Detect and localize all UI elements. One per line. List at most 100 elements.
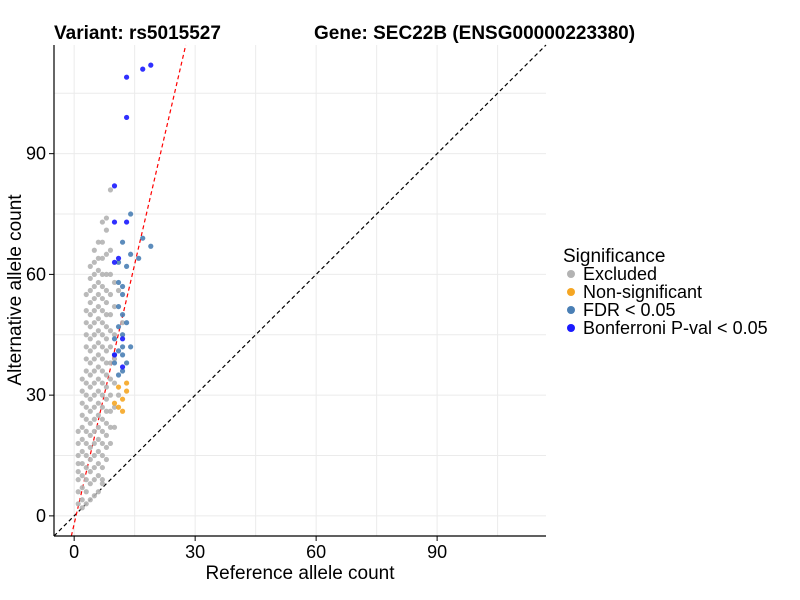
point-excluded (91, 368, 97, 374)
point-excluded (103, 444, 110, 451)
point-excluded (95, 364, 101, 370)
point-fdr-0-05 (136, 255, 142, 261)
x-tick-label: 90 (427, 542, 447, 562)
point-excluded (95, 412, 101, 418)
point-excluded (99, 308, 105, 314)
point-excluded (107, 360, 114, 366)
point-bonferroni-p-val-0-05 (123, 114, 130, 121)
y-axis-label: Alternative allele count (5, 194, 26, 386)
point-excluded (103, 408, 110, 414)
point-excluded (111, 404, 118, 410)
point-excluded (83, 416, 89, 422)
chart-title-variant: Variant: rs5015527 (54, 23, 221, 44)
point-fdr-0-05 (115, 372, 122, 378)
point-excluded (91, 464, 97, 471)
point-excluded (87, 299, 93, 306)
point-excluded (87, 263, 93, 269)
point-excluded (83, 368, 89, 374)
point-excluded (103, 251, 110, 257)
point-excluded (111, 424, 118, 430)
point-excluded (79, 485, 85, 491)
point-excluded (107, 408, 114, 414)
legend-key (567, 288, 575, 296)
point-excluded (111, 380, 118, 386)
point-fdr-0-05 (111, 336, 118, 342)
point-excluded (95, 376, 101, 382)
point-excluded (99, 440, 105, 447)
point-fdr-0-05 (128, 211, 134, 217)
legend-key (567, 306, 575, 314)
point-excluded (87, 384, 93, 390)
point-excluded (91, 428, 97, 434)
point-excluded (79, 376, 85, 382)
point-excluded (79, 436, 85, 443)
point-fdr-0-05 (148, 243, 154, 249)
point-excluded (91, 380, 97, 386)
point-excluded (79, 400, 85, 406)
point-excluded (83, 308, 89, 314)
point-excluded (107, 247, 114, 253)
point-excluded (103, 456, 110, 463)
point-excluded (103, 271, 110, 278)
point-fdr-0-05 (119, 283, 126, 290)
point-bonferroni-p-val-0-05 (119, 336, 126, 342)
point-fdr-0-05 (115, 348, 122, 354)
point-excluded (91, 320, 97, 326)
point-excluded (99, 332, 105, 338)
point-excluded (83, 489, 89, 495)
point-excluded (107, 187, 114, 193)
point-non-significant (119, 408, 126, 414)
axes: 0 30 60 90 0 30 60 90 (26, 45, 546, 562)
point-fdr-0-05 (119, 344, 126, 350)
y-tick-label: 60 (26, 264, 46, 284)
point-excluded (75, 489, 81, 495)
point-excluded (83, 392, 89, 398)
point-fdr-0-05 (123, 263, 130, 269)
point-excluded (83, 356, 89, 362)
point-fdr-0-05 (128, 344, 134, 350)
point-non-significant (115, 384, 122, 390)
point-excluded (95, 473, 101, 479)
point-excluded (111, 332, 118, 338)
point-excluded (99, 481, 105, 487)
point-excluded (91, 452, 97, 459)
point-excluded (107, 440, 114, 447)
point-excluded (87, 336, 93, 342)
point-non-significant (119, 396, 126, 402)
point-excluded (99, 416, 105, 422)
point-bonferroni-p-val-0-05 (148, 62, 154, 68)
point-fdr-0-05 (140, 235, 146, 241)
point-excluded (79, 412, 85, 418)
point-excluded (95, 291, 101, 298)
legend-label: Non-significant (583, 282, 702, 302)
point-excluded (91, 416, 97, 422)
point-non-significant (111, 400, 118, 406)
point-excluded (75, 440, 81, 447)
chart-title-gene: Gene: SEC22B (ENSG00000223380) (314, 23, 635, 44)
point-excluded (91, 259, 97, 265)
point-excluded (83, 464, 89, 471)
point-excluded (87, 420, 93, 426)
point-excluded (119, 320, 126, 326)
point-excluded (79, 448, 85, 455)
point-excluded (75, 501, 81, 507)
point-excluded (99, 380, 105, 386)
point-excluded (87, 287, 93, 294)
point-fdr-0-05 (119, 239, 126, 245)
point-excluded (87, 396, 93, 402)
point-excluded (87, 469, 93, 475)
point-excluded (83, 404, 89, 410)
point-excluded (99, 428, 105, 434)
point-bonferroni-p-val-0-05 (119, 364, 126, 370)
point-excluded (75, 469, 81, 475)
point-excluded (79, 497, 85, 503)
y-tick-label: 30 (26, 385, 46, 405)
point-excluded (103, 324, 110, 330)
point-fdr-0-05 (119, 312, 126, 318)
point-excluded (91, 477, 97, 483)
point-excluded (103, 396, 110, 402)
point-excluded (99, 356, 105, 362)
point-excluded (83, 332, 89, 338)
point-excluded (87, 444, 93, 451)
point-excluded (111, 279, 118, 286)
